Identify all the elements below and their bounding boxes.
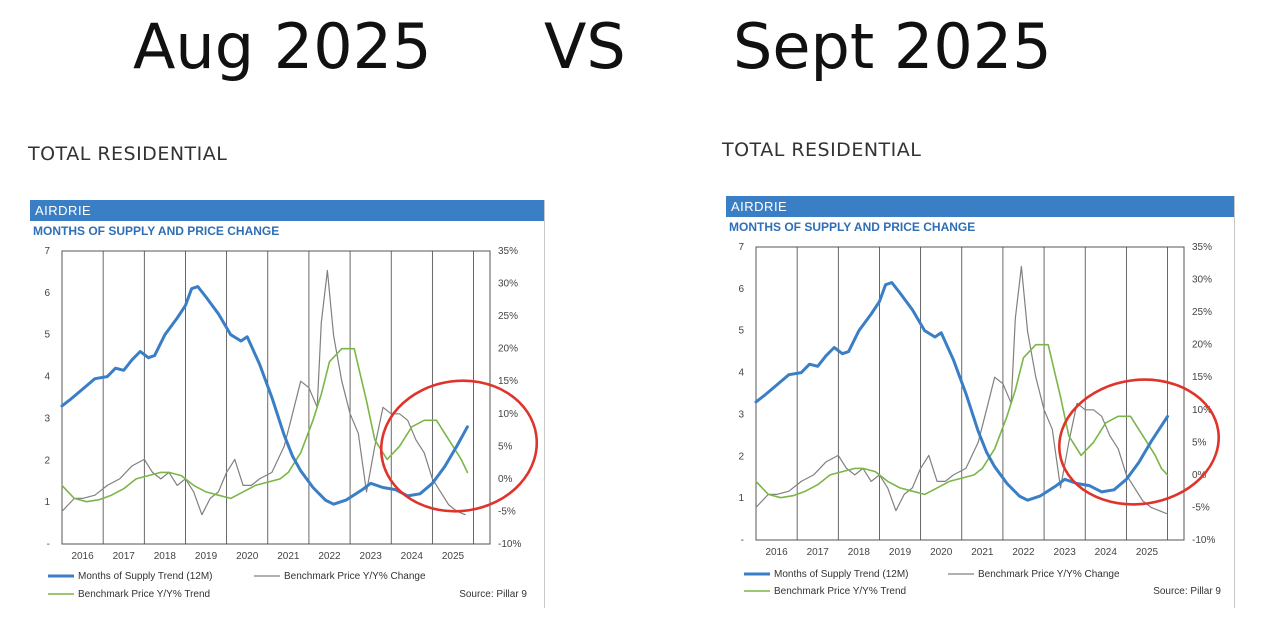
left-tick-label: 6 <box>738 284 744 295</box>
right-tick-label: -10% <box>498 539 521 550</box>
legend-label: Benchmark Price Y/Y% Change <box>284 571 426 582</box>
x-tick-label: 2016 <box>765 547 788 558</box>
headline-aug-2025: Aug 2025 <box>133 10 432 83</box>
left-tick-label: 4 <box>738 368 744 379</box>
right-tick-label: 0% <box>1192 470 1207 481</box>
x-tick-label: 2023 <box>360 551 383 562</box>
source-label: Source: Pillar 9 <box>1153 586 1221 597</box>
left-tick-label: 1 <box>44 497 50 508</box>
chart-svg-aug: 2016 2017 2018 2019 2020 2021 2022 2023 2024 2025… <box>44 246 539 600</box>
x-tick-label: 2025 <box>1136 547 1159 558</box>
right-tick-label: 5% <box>1192 437 1207 448</box>
source-label: Source: Pillar 9 <box>459 589 527 600</box>
legend-label: Benchmark Price Y/Y% Trend <box>774 586 906 597</box>
left-tick-label: 5 <box>44 330 50 341</box>
headline-sept-2025: Sept 2025 <box>733 10 1052 83</box>
right-tick-label: -10% <box>1192 535 1215 546</box>
x-tick-label: 2022 <box>1012 547 1035 558</box>
left-tick-label: 3 <box>738 409 744 420</box>
left-tick-label: 4 <box>44 372 50 383</box>
left-tick-label: 5 <box>738 326 744 337</box>
right-tick-label: -5% <box>498 506 516 517</box>
x-tick-label: 2021 <box>971 547 994 558</box>
right-tick-label: 15% <box>1192 372 1212 383</box>
headline-vs: VS <box>544 10 626 83</box>
x-tick-label: 2017 <box>113 551 136 562</box>
left-tick-label: 6 <box>44 288 50 299</box>
x-tick-label: 2022 <box>318 551 341 562</box>
highlight-circle <box>379 379 539 513</box>
x-tick-label: 2021 <box>277 551 300 562</box>
chart-panel-sept: AIRDRIE MONTHS OF SUPPLY AND PRICE CHANG… <box>726 196 1235 608</box>
x-tick-label: 2024 <box>1095 547 1118 558</box>
left-tick-label: 2 <box>738 451 744 462</box>
left-tick-label: - <box>741 535 744 546</box>
left-tick-label: 1 <box>738 493 744 504</box>
x-tick-label: 2020 <box>930 547 953 558</box>
right-tick-label: 30% <box>498 279 518 290</box>
x-tick-label: 2020 <box>236 551 259 562</box>
x-tick-label: 2023 <box>1054 547 1077 558</box>
left-tick-label: 2 <box>44 455 50 466</box>
x-tick-label: 2019 <box>889 547 912 558</box>
right-tick-label: 25% <box>498 311 518 322</box>
legend-label: Months of Supply Trend (12M) <box>774 569 909 580</box>
panel-header: AIRDRIE <box>30 200 544 221</box>
plot-area <box>61 250 491 545</box>
legend-label: Months of Supply Trend (12M) <box>78 571 213 582</box>
chart-svg-sept: 2016 2017 2018 2019 2020 2021 2022 2023 2024 2025… <box>738 242 1221 597</box>
left-tick-label: - <box>47 539 50 550</box>
right-tick-label: 15% <box>498 376 518 387</box>
x-tick-label: 2018 <box>154 551 177 562</box>
left-tick-label: 3 <box>44 413 50 424</box>
right-tick-label: 0% <box>498 474 513 485</box>
legend-label: Benchmark Price Y/Y% Trend <box>78 589 210 600</box>
right-tick-label: 10% <box>1192 405 1212 416</box>
right-tick-label: 35% <box>498 246 518 257</box>
right-tick-label: 25% <box>1192 307 1212 318</box>
series-months-of-supply <box>754 281 1169 502</box>
right-tick-label: -5% <box>1192 502 1210 513</box>
panel-header: AIRDRIE <box>726 196 1234 217</box>
chart-title: MONTHS OF SUPPLY AND PRICE CHANGE <box>33 224 280 238</box>
chart-title: MONTHS OF SUPPLY AND PRICE CHANGE <box>729 220 976 234</box>
left-tick-label: 7 <box>738 242 744 253</box>
highlight-circle <box>1058 378 1220 506</box>
series-benchmark-change <box>61 269 466 516</box>
right-tick-label: 10% <box>498 409 518 420</box>
left-tick-label: 7 <box>44 246 50 257</box>
x-tick-label: 2018 <box>848 547 871 558</box>
section-title-left: TOTAL RESIDENTIAL <box>28 143 228 165</box>
series-months-of-supply <box>60 285 469 506</box>
series-benchmark-change <box>755 265 1169 515</box>
chart-panel-aug: AIRDRIE MONTHS OF SUPPLY AND PRICE CHANG… <box>30 200 545 608</box>
right-tick-label: 35% <box>1192 242 1212 253</box>
legend-label: Benchmark Price Y/Y% Change <box>978 569 1120 580</box>
right-tick-label: 5% <box>498 441 513 452</box>
x-tick-label: 2024 <box>401 551 424 562</box>
x-tick-label: 2016 <box>71 551 94 562</box>
right-tick-label: 20% <box>1192 340 1212 351</box>
x-tick-label: 2017 <box>807 547 830 558</box>
plot-area <box>755 246 1185 541</box>
right-tick-label: 30% <box>1192 275 1212 286</box>
x-tick-label: 2025 <box>442 551 465 562</box>
series-benchmark-trend <box>755 343 1169 499</box>
x-tick-label: 2019 <box>195 551 218 562</box>
series-benchmark-trend <box>61 347 469 503</box>
right-tick-label: 20% <box>498 344 518 355</box>
section-title-right: TOTAL RESIDENTIAL <box>722 139 922 161</box>
